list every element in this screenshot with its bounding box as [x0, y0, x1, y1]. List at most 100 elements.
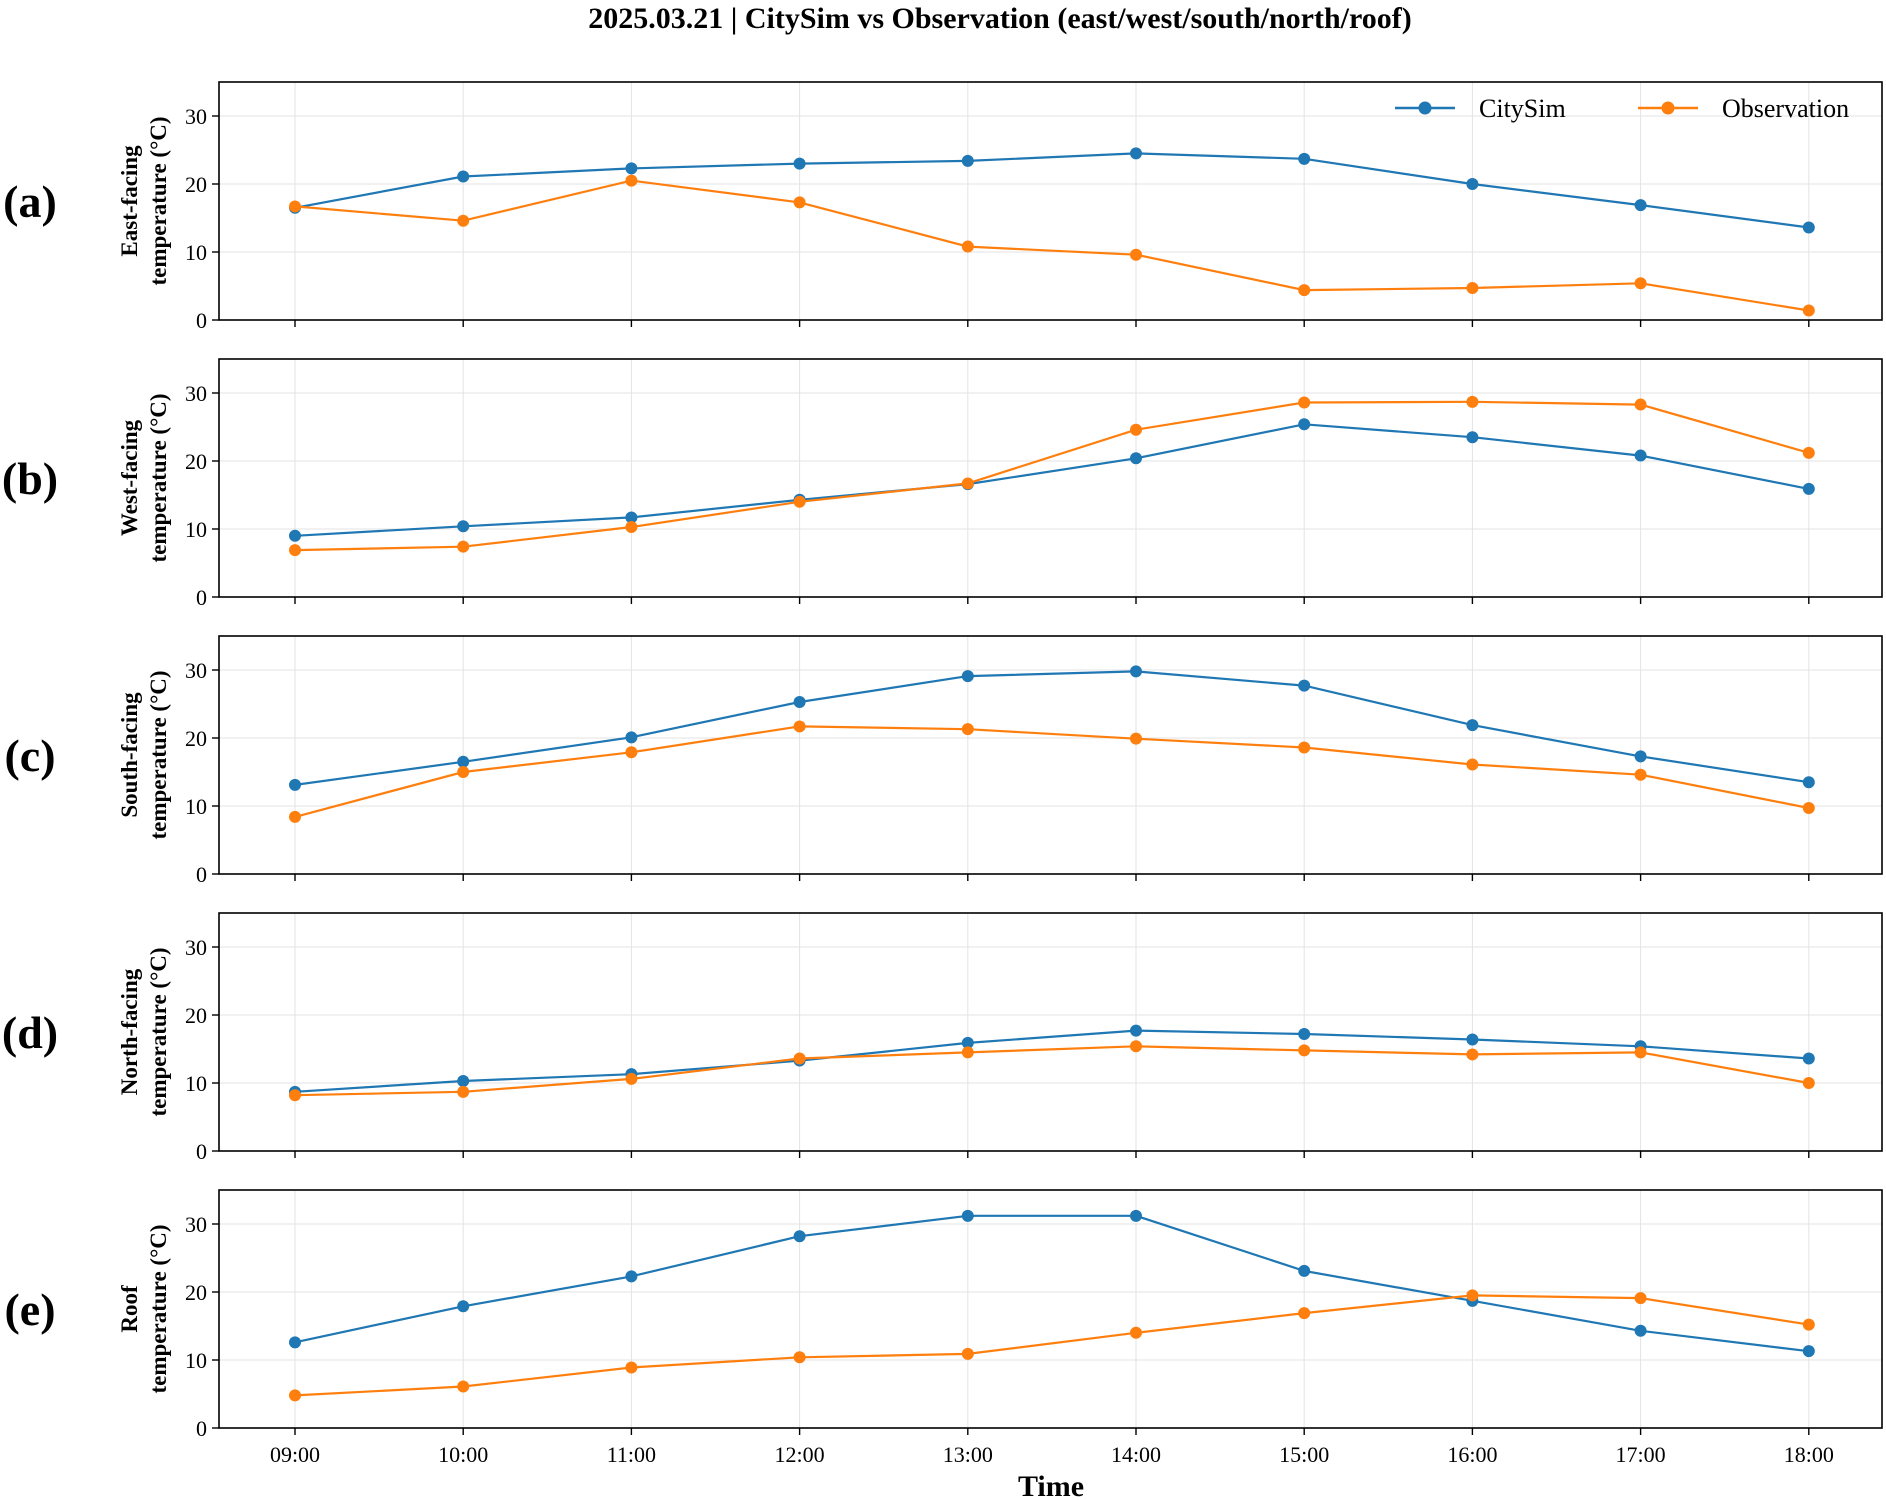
data-point-observation [1130, 248, 1142, 261]
data-point-citysim [1466, 431, 1479, 444]
y-axis-label-line1: Roof [117, 1285, 142, 1333]
axes-frame [218, 1189, 1883, 1429]
data-point-citysim [1634, 750, 1647, 763]
data-point-citysim [1466, 719, 1479, 732]
data-point-citysim [1466, 178, 1479, 190]
y-axis-label-line1: North-facing [117, 968, 142, 1095]
series-line-observation [294, 725, 1810, 818]
data-point-citysim [1298, 679, 1311, 692]
data-point-citysim [625, 162, 638, 175]
x-tick-label: 15:00 [1279, 1442, 1329, 1467]
data-point-observation [1466, 282, 1479, 295]
data-point-citysim [961, 1209, 974, 1222]
data-point-citysim [1802, 1052, 1815, 1065]
data-point-observation [625, 174, 638, 187]
panel-c: 0 10 20 30 South-facing temperature (°C) (c) [4, 635, 1883, 887]
y-tick-label: 0 [196, 308, 207, 333]
data-point-observation [1634, 398, 1647, 411]
x-tick-label: 17:00 [1616, 1442, 1666, 1467]
panel-b: 0 10 20 30 West-facing temperature (°C) (b) [2, 358, 1883, 610]
data-point-observation [1466, 1048, 1479, 1061]
series-line-observation [294, 1045, 1809, 1097]
y-tick-label: 20 [185, 1003, 207, 1028]
data-point-citysim [1130, 665, 1142, 678]
series-line-citysim [294, 1029, 1809, 1093]
data-point-citysim [1130, 452, 1142, 465]
y-axis-label-line2: temperature (°C) [146, 116, 171, 285]
data-point-citysim [961, 670, 974, 683]
data-point-observation [1298, 1307, 1311, 1320]
data-point-observation [289, 544, 301, 557]
data-point-observation [1298, 396, 1311, 409]
data-point-citysim [1802, 776, 1815, 789]
y-tick-label: 20 [185, 726, 207, 751]
data-point-citysim [457, 520, 470, 533]
data-point-observation [961, 1347, 974, 1360]
data-point-observation [457, 1085, 470, 1098]
data-point-observation [793, 1052, 806, 1065]
data-point-citysim [961, 154, 974, 167]
data-point-citysim [289, 778, 301, 791]
data-point-citysim [457, 170, 470, 183]
data-point-observation [793, 720, 806, 733]
y-tick-label: 0 [196, 585, 207, 610]
panel-d: 0 10 20 30 North-facing temperature (°C) (d) [2, 912, 1883, 1164]
y-axis-label-line1: West-facing [117, 419, 142, 536]
data-point-observation [289, 810, 301, 823]
x-tick-label: 12:00 [775, 1442, 825, 1467]
data-point-observation [625, 1072, 638, 1085]
data-point-observation [1802, 802, 1815, 815]
data-point-citysim [793, 157, 806, 170]
x-tick-label: 10:00 [438, 1442, 488, 1467]
y-axis-label-line2: temperature (°C) [146, 1224, 171, 1393]
legend-label-citysim: CitySim [1479, 94, 1566, 123]
data-point-citysim [1130, 147, 1142, 160]
data-point-observation [1634, 768, 1647, 781]
data-point-observation [1298, 1044, 1311, 1057]
data-point-citysim [1130, 1209, 1142, 1222]
panel-label: (a) [3, 176, 57, 227]
panel-label: (b) [2, 453, 58, 504]
data-point-citysim [457, 1074, 470, 1087]
y-tick-label: 30 [185, 935, 207, 960]
x-tick-label: 14:00 [1111, 1442, 1161, 1467]
y-tick-label: 10 [185, 240, 207, 265]
data-point-citysim [1130, 1024, 1142, 1037]
x-axis-label: Time [1018, 1470, 1084, 1500]
y-tick-label: 10 [185, 517, 207, 542]
data-point-observation [289, 1089, 301, 1102]
series-line-citysim [294, 152, 1809, 229]
y-tick-label: 30 [185, 381, 207, 406]
y-tick-label: 30 [185, 104, 207, 129]
y-tick-label: 10 [185, 794, 207, 819]
figure-title: 2025.03.21 | CitySim vs Observation (eas… [588, 2, 1412, 35]
data-point-observation [1634, 1292, 1647, 1305]
data-point-observation [961, 1046, 974, 1059]
y-tick-label: 10 [185, 1071, 207, 1096]
data-point-citysim [1466, 1033, 1479, 1046]
legend: CitySim Observation [1395, 94, 1849, 123]
data-point-observation [625, 520, 638, 533]
panel-e: 0 10 20 30 09:00 10:00 11:00 12:00 13:00 14:00 15:… [4, 1189, 1883, 1467]
y-tick-label: 30 [185, 658, 207, 683]
legend-label-observation: Observation [1722, 94, 1849, 123]
data-point-observation [1130, 1040, 1142, 1053]
data-point-citysim [1298, 152, 1311, 165]
data-point-observation [1130, 732, 1142, 745]
axes-frame [218, 912, 1883, 1152]
data-point-observation [457, 540, 470, 553]
data-point-observation [961, 723, 974, 736]
axes-frame [218, 635, 1883, 875]
data-point-observation [1298, 284, 1311, 297]
data-point-observation [1298, 741, 1311, 754]
y-axis-label-line1: South-facing [117, 692, 142, 818]
data-point-citysim [1634, 199, 1647, 212]
x-tick-label: 16:00 [1447, 1442, 1497, 1467]
data-point-observation [1130, 1326, 1142, 1339]
data-point-observation [289, 1389, 301, 1402]
data-point-citysim [1802, 1345, 1815, 1358]
y-tick-label: 0 [196, 1416, 207, 1441]
y-tick-label: 10 [185, 1348, 207, 1373]
data-point-observation [793, 1351, 806, 1364]
